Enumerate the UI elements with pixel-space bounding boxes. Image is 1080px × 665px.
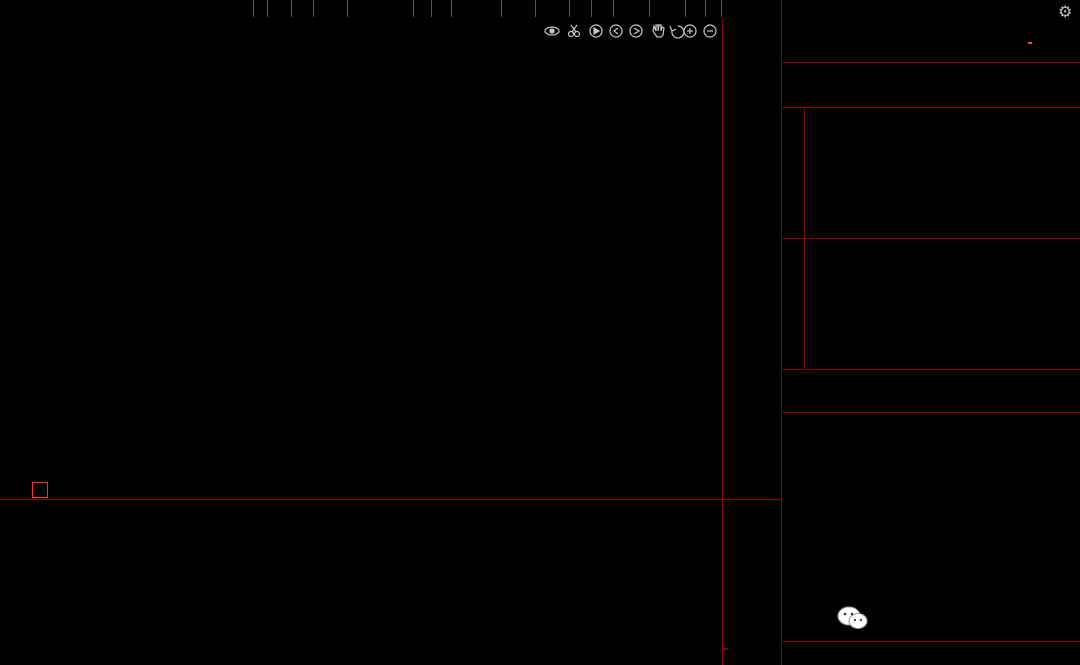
- avg-buy-row: [782, 369, 1080, 390]
- kline-type-dropdown-icon[interactable]: [254, 0, 268, 17]
- divider: [782, 369, 1080, 370]
- volume-scale-label: [724, 648, 728, 650]
- divider: [782, 641, 1080, 642]
- zoom-in-icon[interactable]: [683, 24, 697, 38]
- nine-turn-button[interactable]: [314, 0, 348, 17]
- divider: [782, 62, 1080, 63]
- board-badge: [1028, 42, 1032, 44]
- rotate-icon[interactable]: [669, 25, 685, 39]
- zoom-prev-icon[interactable]: [609, 24, 623, 38]
- q-marker[interactable]: [32, 482, 48, 498]
- wechat-icon: [837, 606, 868, 629]
- axis-line: [722, 18, 723, 665]
- hand-icon[interactable]: [652, 23, 665, 38]
- divider: [782, 412, 1080, 413]
- kline-type-select[interactable]: [146, 0, 254, 17]
- panel-divider: [781, 0, 782, 665]
- quote-panel: ⚙: [782, 0, 1080, 665]
- zoom-out-icon[interactable]: [703, 24, 717, 38]
- adjust-button[interactable]: [536, 0, 570, 17]
- major-events-button[interactable]: [348, 0, 414, 17]
- end-icon[interactable]: [686, 0, 706, 17]
- forecast-button[interactable]: [614, 0, 650, 17]
- overlay-button[interactable]: [570, 0, 592, 17]
- gear-icon[interactable]: ⚙: [1058, 2, 1073, 21]
- major-events-dropdown-icon[interactable]: [414, 0, 432, 17]
- eye-icon[interactable]: [544, 26, 560, 36]
- kline-chart[interactable]: [0, 0, 722, 665]
- simple-button[interactable]: [292, 0, 314, 17]
- window-button[interactable]: [592, 0, 614, 17]
- watermark: [836, 600, 1046, 636]
- fa-button[interactable]: [270, 0, 292, 17]
- trades-row: [782, 391, 1080, 412]
- pane-divider: [0, 499, 782, 500]
- scissors-icon[interactable]: [567, 24, 581, 38]
- sector-row[interactable]: [782, 642, 1080, 663]
- inner-button[interactable]: [432, 0, 452, 17]
- buy-side-label-box: [782, 239, 805, 369]
- ratio-row: [782, 63, 1080, 84]
- ma-button[interactable]: [502, 0, 536, 17]
- more-button[interactable]: [650, 0, 686, 17]
- chart-tool-icons: [544, 23, 717, 39]
- divider: [782, 107, 1080, 108]
- remove-favorite-button[interactable]: [452, 0, 502, 17]
- sell-side-label-box: [782, 108, 805, 238]
- divider: [782, 238, 1080, 239]
- chart-toolbar: [0, 0, 722, 18]
- play-icon[interactable]: [589, 24, 603, 38]
- more-dropdown-icon[interactable]: [706, 0, 722, 17]
- avg-sell-row: [782, 85, 1080, 106]
- pointer-icon[interactable]: [629, 24, 643, 38]
